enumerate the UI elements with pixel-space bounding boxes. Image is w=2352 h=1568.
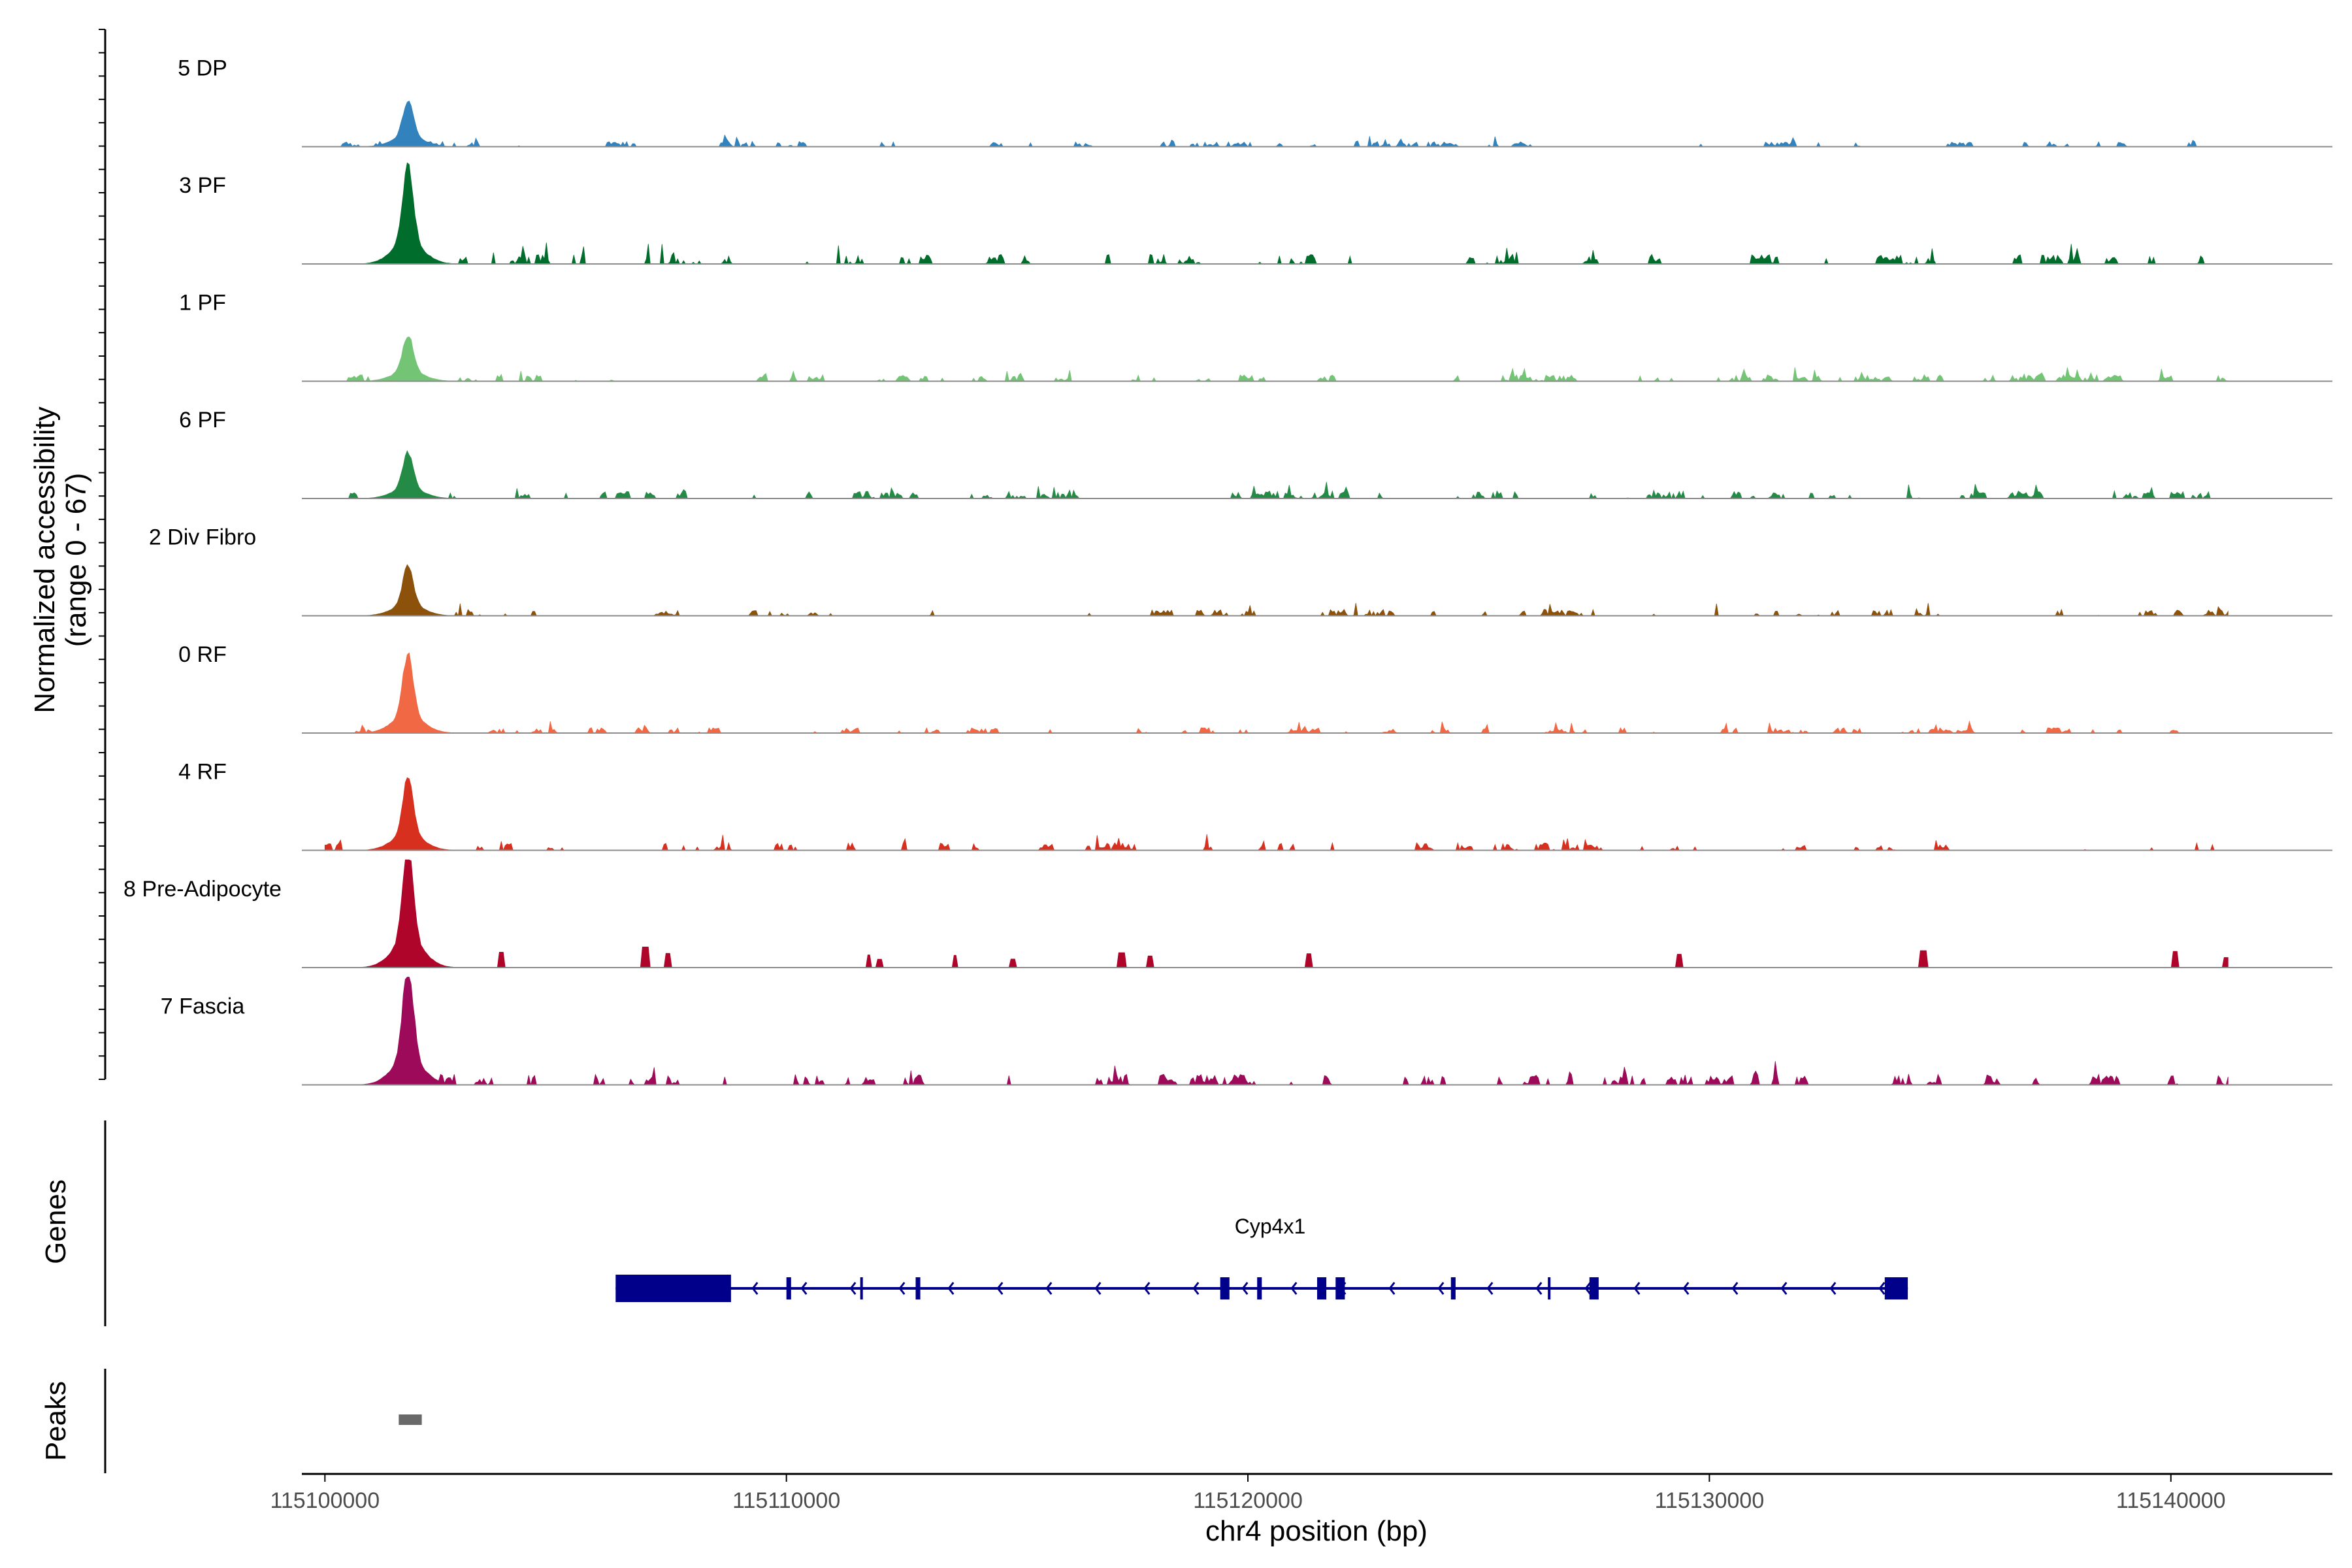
- track-signal: [325, 336, 2229, 382]
- strand-arrow-icon: [1143, 1282, 1151, 1295]
- track-label: 1 PF: [179, 291, 226, 316]
- track-signal: [324, 777, 2229, 851]
- track-label: 3 PF: [179, 173, 226, 198]
- strand-arrow-icon: [751, 1282, 759, 1295]
- strand-arrow-icon: [1045, 1282, 1053, 1295]
- track-5-dp: 5 DP: [178, 56, 2332, 148]
- track-label: 8 Pre-Adipocyte: [123, 877, 282, 902]
- track-4-rf: 4 RF: [178, 760, 2332, 851]
- track-3-pf: 3 PF: [179, 162, 2332, 265]
- x-tick-label: 115110000: [732, 1488, 840, 1513]
- track-8-pre-adipocyte: 8 Pre-Adipocyte: [123, 859, 2332, 968]
- gene-exon: [1589, 1277, 1599, 1299]
- gene-exon: [1450, 1277, 1456, 1299]
- strand-arrow-icon: [1388, 1282, 1396, 1295]
- gene-exon: [615, 1275, 731, 1302]
- track-signal: [325, 977, 2229, 1086]
- gene-exon: [1317, 1277, 1327, 1299]
- track-6-pf: 6 PF: [179, 408, 2332, 500]
- strand-arrow-icon: [1486, 1282, 1494, 1295]
- track-label: 6 PF: [179, 408, 226, 433]
- gene-exon: [1884, 1277, 1908, 1299]
- strand-arrow-icon: [996, 1282, 1004, 1295]
- strand-arrow-icon: [1731, 1282, 1739, 1295]
- genes-track-title: Genes: [40, 1179, 72, 1264]
- strand-arrow-icon: [1682, 1282, 1690, 1295]
- track-label: 4 RF: [178, 760, 227, 785]
- x-axis-title: chr4 position (bp): [1205, 1515, 1428, 1547]
- track-label: 5 DP: [178, 56, 227, 81]
- gene-name-label: Cyp4x1: [1235, 1215, 1306, 1238]
- track-label: 7 Fascia: [161, 994, 245, 1019]
- track-signal: [325, 564, 2229, 617]
- track-signal: [325, 101, 2229, 148]
- peak-region: [399, 1414, 422, 1425]
- y-axis-title: Normalized accessibility: [29, 406, 61, 713]
- x-axis: 115100000 115110000 115120000 115130000 1151…: [270, 1473, 2332, 1513]
- gene-exon: [915, 1277, 921, 1299]
- strand-arrow-icon: [1780, 1282, 1788, 1295]
- strand-arrow-icon: [1437, 1282, 1445, 1295]
- gene-exon: [1548, 1277, 1551, 1299]
- gene-annotation-track: Cyp4x1: [104, 1120, 1908, 1326]
- gene-exon: [786, 1277, 791, 1299]
- gene-exon: [860, 1277, 863, 1299]
- track-label: 0 RF: [178, 642, 227, 667]
- strand-arrow-icon: [1192, 1282, 1200, 1295]
- strand-arrow-icon: [1290, 1282, 1298, 1295]
- strand-arrow-icon: [898, 1282, 906, 1295]
- strand-arrow-icon: [947, 1282, 955, 1295]
- track-signal: [325, 652, 2229, 734]
- strand-arrow-icon: [800, 1282, 808, 1295]
- track-signal: [325, 162, 2229, 265]
- track-7-fascia: 7 Fascia: [161, 977, 2332, 1086]
- track-0-rf: 0 RF: [178, 642, 2332, 734]
- x-tick-label: 115120000: [1193, 1488, 1303, 1513]
- strand-arrow-icon: [849, 1282, 857, 1295]
- peaks-track: [104, 1369, 422, 1473]
- x-tick-label: 115140000: [2116, 1488, 2226, 1513]
- gene-exon: [1257, 1277, 1262, 1299]
- x-tick-label: 115130000: [1655, 1488, 1765, 1513]
- track-signal: [325, 859, 2229, 968]
- y-axis-title-range: (range 0 - 67): [60, 473, 92, 647]
- gene-exon: [1335, 1277, 1345, 1299]
- coverage-tracks: 5 DP 3 PF 1 PF 6 PF 2 Div Fibro 0 RF 4 RF 8 Pre…: [123, 56, 2332, 1086]
- strand-arrow-icon: [1535, 1282, 1543, 1295]
- x-tick-label: 115100000: [270, 1488, 380, 1513]
- strand-arrow-icon: [1241, 1282, 1249, 1295]
- strand-arrow-icon: [1878, 1282, 1886, 1295]
- strand-arrow-icon: [1829, 1282, 1837, 1295]
- track-2-div-fibro: 2 Div Fibro: [149, 525, 2332, 617]
- strand-arrow-icon: [1584, 1282, 1592, 1295]
- peaks-track-title: Peaks: [40, 1381, 72, 1461]
- y-axis: [99, 29, 106, 1080]
- track-label: 2 Div Fibro: [149, 525, 256, 550]
- strand-arrow-icon: [1633, 1282, 1641, 1295]
- track-signal: [325, 449, 2229, 500]
- strand-arrow-icon: [1094, 1282, 1102, 1295]
- track-1-pf: 1 PF: [179, 291, 2332, 382]
- gene-exon: [1220, 1277, 1230, 1299]
